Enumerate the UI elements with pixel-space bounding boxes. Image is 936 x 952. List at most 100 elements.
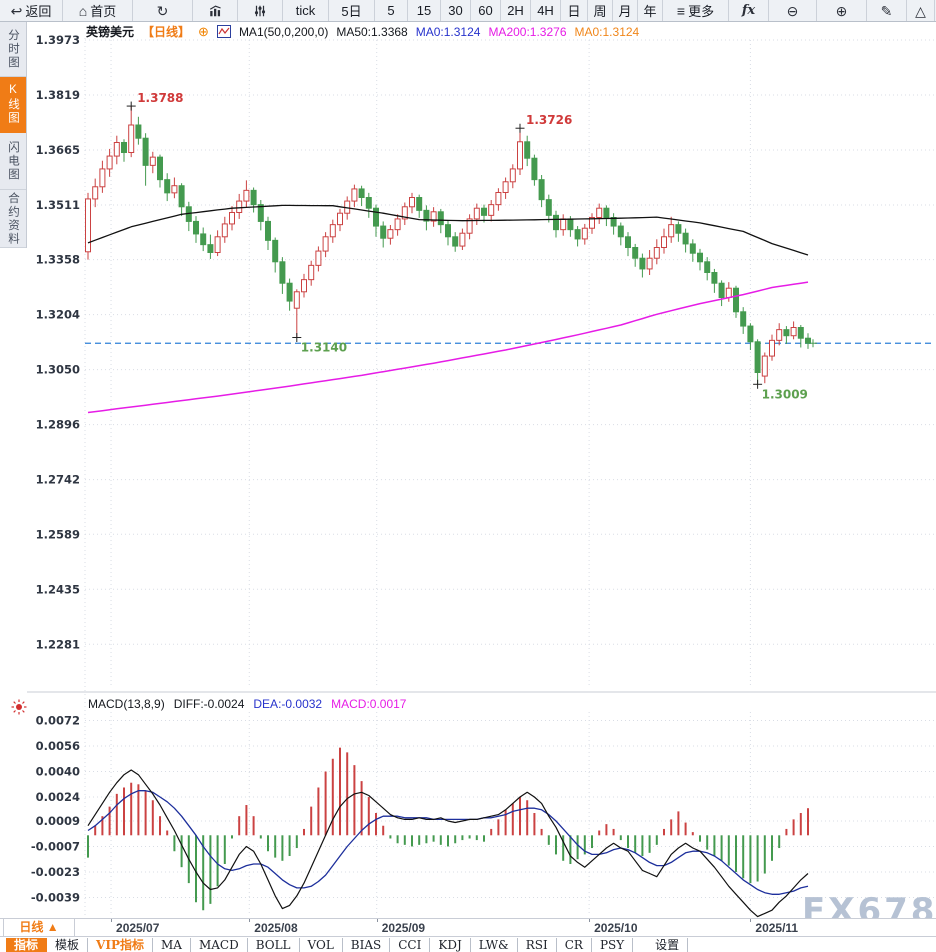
svg-text:1.3726: 1.3726 xyxy=(526,113,572,127)
kline-style-button[interactable] xyxy=(193,0,238,21)
svg-text:0.0056: 0.0056 xyxy=(36,739,80,753)
sidebar-item-flash-chart[interactable]: 闪电图 xyxy=(0,133,26,190)
x-axis-row: 日线 ▲ 2025/07 2025/08 2025/09 2025/10 2025/11 xyxy=(0,918,936,936)
30min-period-button-label: 30 xyxy=(448,3,463,18)
2h-period-button-label: 2H xyxy=(507,3,524,18)
x-axis-label: 2025/07 xyxy=(116,921,160,935)
x-axis-label: 2025/09 xyxy=(381,921,426,935)
grid-layer xyxy=(27,38,936,916)
svg-text:-0.0039: -0.0039 xyxy=(31,890,80,904)
macd-dea-value: DEA:-0.0032 xyxy=(253,696,323,711)
weekly-period-button-label: 周 xyxy=(593,4,607,19)
period-selector[interactable]: 日线 ▲ xyxy=(3,919,75,936)
ma200-value: MA200:1.3276 xyxy=(488,24,567,39)
daily-period-button-label: 日 xyxy=(567,4,581,19)
60min-period-button-label: 60 xyxy=(478,3,493,18)
ma50-line xyxy=(87,204,809,256)
home-button[interactable]: ⌂ 首页 xyxy=(63,0,133,21)
4h-period-button-label: 4H xyxy=(537,3,554,18)
more-button-label: 更多 xyxy=(688,4,715,19)
annotations-layer: 1.3788 1.3726 1.3140 1.3009 xyxy=(126,91,808,401)
symbol-name: 英镑美元 xyxy=(86,25,135,39)
zoom-out-button[interactable]: ⊖ xyxy=(769,0,817,21)
ma0-value: MA0:1.3124 xyxy=(415,24,481,39)
home-icon: ⌂ xyxy=(78,2,88,19)
back-icon: ↩ xyxy=(10,2,23,19)
daily-period-button[interactable]: 日 xyxy=(561,0,588,21)
weekly-period-button[interactable]: 周 xyxy=(588,0,613,21)
sidebar-item-contract-info[interactable]: 合约资料 xyxy=(0,190,26,248)
x-axis-label: 2025/11 xyxy=(755,921,799,935)
60min-period-button[interactable]: 60 xyxy=(471,0,501,21)
macd-layer xyxy=(87,747,809,911)
back-button[interactable]: ↩ 返回 xyxy=(0,0,63,21)
tab-lwr[interactable]: LW& xyxy=(471,937,518,952)
tab-settings[interactable]: 设置 xyxy=(647,937,689,952)
30min-period-button[interactable]: 30 xyxy=(441,0,471,21)
monthly-period-button[interactable]: 月 xyxy=(613,0,638,21)
5day-period-button[interactable]: 5日 xyxy=(329,0,375,21)
more-button[interactable]: ≡ 更多 xyxy=(663,0,729,21)
add-favorite-icon[interactable]: ⊕ xyxy=(198,24,209,39)
svg-text:1.3358: 1.3358 xyxy=(36,253,80,267)
month-tick xyxy=(376,919,378,922)
fx-icon: fx xyxy=(741,3,756,18)
month-tick xyxy=(249,919,251,922)
svg-text:0.0072: 0.0072 xyxy=(36,714,80,728)
tab-cci[interactable]: CCI xyxy=(390,937,431,952)
svg-text:1.2896: 1.2896 xyxy=(36,418,80,432)
yearly-period-button[interactable]: 年 xyxy=(638,0,663,21)
svg-text:0.0024: 0.0024 xyxy=(36,790,80,804)
svg-text:0.0040: 0.0040 xyxy=(36,765,80,779)
svg-text:0.0009: 0.0009 xyxy=(36,814,80,828)
tab-macd[interactable]: MACD xyxy=(191,937,248,952)
sidebar-item-kline-chart[interactable]: K线图 xyxy=(0,77,26,133)
bottom-tab-bar: 指标 模板 VIP指标 MA MACD BOLL VOL BIAS CCI KDJ LW& RSI CR… xyxy=(0,936,936,952)
tab-cr[interactable]: CR xyxy=(557,937,592,952)
x-axis-label: 2025/10 xyxy=(594,921,638,935)
sidebar-item-time-share-chart[interactable]: 分时图 xyxy=(0,22,26,77)
svg-text:-0.0023: -0.0023 xyxy=(31,865,80,879)
month-tick xyxy=(111,919,113,922)
indicator-settings-sun-icon[interactable] xyxy=(9,697,29,717)
15min-period-button-label: 15 xyxy=(416,3,432,18)
mini-kline-icon xyxy=(216,25,231,38)
tab-rsi[interactable]: RSI xyxy=(518,937,557,952)
tab-psy[interactable]: PSY xyxy=(592,937,634,952)
tab-indicator[interactable]: 指标 xyxy=(6,937,48,952)
tab-vip-indicator[interactable]: VIP指标 xyxy=(88,937,153,952)
tick-period-button-label: tick xyxy=(295,3,316,18)
shapes-button[interactable]: △ xyxy=(907,0,935,21)
2h-period-button[interactable]: 2H xyxy=(501,0,531,21)
tab-bias[interactable]: BIAS xyxy=(343,937,391,952)
draw-button[interactable]: ✎ xyxy=(867,0,907,21)
15min-period-button[interactable]: 15 xyxy=(408,0,441,21)
menu-icon: ≡ xyxy=(676,2,686,19)
refresh-icon: ↻ xyxy=(156,2,169,19)
chart-canvas[interactable]: 1.3973 1.3819 1.3665 1.3511 1.3358 1.3204 1.30… xyxy=(27,22,936,918)
svg-text:1.3204: 1.3204 xyxy=(36,308,80,322)
svg-text:-0.0007: -0.0007 xyxy=(31,839,80,853)
zoom-in-button[interactable]: ⊕ xyxy=(817,0,867,21)
refresh-button[interactable]: ↻ xyxy=(133,0,193,21)
tab-vol[interactable]: VOL xyxy=(300,937,343,952)
indicator-settings-button[interactable] xyxy=(238,0,283,21)
tab-kdj[interactable]: KDJ xyxy=(430,937,471,952)
sliders-icon xyxy=(253,4,267,18)
yearly-period-button-label: 年 xyxy=(643,4,657,19)
macd-params: MACD(13,8,9) xyxy=(88,696,165,711)
4h-period-button[interactable]: 4H xyxy=(531,0,561,21)
tab-boll[interactable]: BOLL xyxy=(248,937,300,952)
tab-template[interactable]: 模板 xyxy=(47,937,89,952)
5min-period-button-label: 5 xyxy=(387,3,395,18)
tab-ma[interactable]: MA xyxy=(153,937,191,952)
tick-period-button[interactable]: tick xyxy=(283,0,329,21)
ma0-value-2: MA0:1.3124 xyxy=(574,24,640,39)
month-tick xyxy=(589,919,591,922)
formula-button[interactable]: fx xyxy=(729,0,769,21)
svg-text:1.2435: 1.2435 xyxy=(36,582,80,596)
svg-text:1.3140: 1.3140 xyxy=(301,341,347,355)
5min-period-button[interactable]: 5 xyxy=(375,0,408,21)
svg-text:1.3511: 1.3511 xyxy=(36,198,80,212)
